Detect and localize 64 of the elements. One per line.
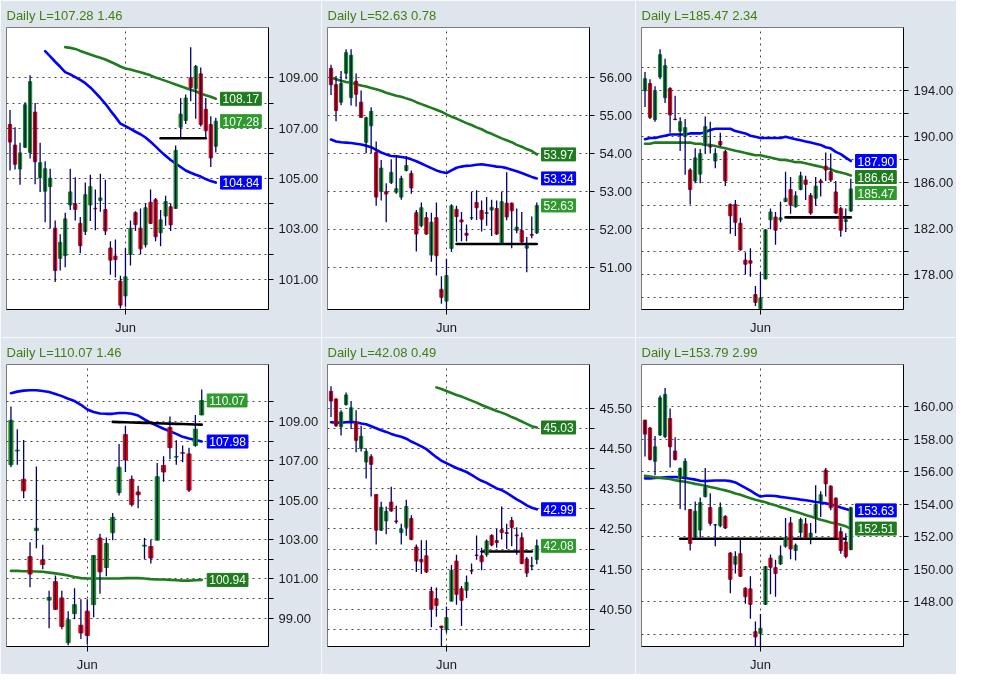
y-tick-label: 178.00 [913,267,954,283]
y-tick-label: 160.00 [913,399,954,415]
y-tick-label: 101.00 [278,571,319,587]
y-tick-label: 190.00 [913,129,954,145]
y-tick-label: 194.00 [913,83,954,99]
y-tick-label: 148.00 [913,594,954,610]
y-tick-label: 41.50 [599,561,633,577]
y-tick-label: 109.00 [278,413,319,429]
text: 110.07 [209,393,246,408]
data-label: 153.63 [857,503,895,518]
y-tick-label: 43.50 [599,481,633,497]
y-tick-label: 105.00 [278,171,319,187]
y-tick-label: 152.00 [913,529,954,545]
x-tick-label: Jun [76,656,98,672]
y-tick-label: 107.00 [278,453,319,469]
y-tick-label: 109.00 [278,70,319,86]
data-label: 42.99 [543,502,574,517]
chart-title: Daily L=52.63 0.78 [327,7,437,23]
data-label: 186.64 [857,170,895,185]
y-tick-label: 45.50 [599,401,633,417]
x-tick-label: Jun [749,319,771,335]
y-tick-label: 56.00 [599,69,633,85]
data-label: 53.34 [543,171,574,186]
text: 42.08 [543,539,574,554]
y-tick-label: 101.00 [278,271,319,287]
y-tick-label: 52.00 [599,221,633,237]
y-tick-label: 107.00 [278,120,319,136]
text: 185.47 [857,186,895,201]
y-tick-label: 51.00 [599,260,633,276]
chart-title: Daily L=42.08 0.49 [327,344,437,360]
text: 107.28 [222,114,260,129]
y-tick-label: 158.00 [913,431,954,447]
text: 52.63 [543,198,574,213]
y-tick-label: 54.00 [599,145,633,161]
y-tick-label: 182.00 [913,221,954,237]
x-tick-label: Jun [435,319,457,335]
y-tick-label: 40.50 [599,601,633,617]
data-label: 107.98 [209,435,247,450]
data-label: 152.51 [857,522,895,537]
y-tick-label: 55.00 [599,107,633,123]
chart-title: Daily L=107.28 1.46 [6,7,123,23]
y-tick-label: 53.00 [599,183,633,199]
data-label: 100.94 [209,573,247,588]
y-tick-label: 103.00 [278,531,319,547]
chart-title: Daily L=153.79 2.99 [641,344,758,360]
y-tick-label: 103.00 [278,221,319,237]
data-label: 45.03 [543,420,574,435]
data-label: 53.97 [543,147,574,162]
y-tick-label: 105.00 [278,492,319,508]
y-tick-label: 156.00 [913,464,954,480]
data-label: 187.90 [857,154,895,169]
x-tick-label: Jun [114,319,136,335]
y-tick-label: 154.00 [913,496,954,512]
data-label: 104.84 [222,176,260,191]
y-tick-label: 186.00 [913,175,954,191]
y-tick-label: 99.00 [278,610,312,626]
x-tick-label: Jun [749,656,771,672]
y-tick-label: 150.00 [913,561,954,577]
y-tick-label: 44.50 [599,441,633,457]
data-label: 108.17 [222,92,260,107]
y-tick-label: 42.50 [599,521,633,537]
chart-title: Daily L=110.07 1.46 [6,344,122,360]
chart-title: Daily L=185.47 2.34 [641,7,758,23]
x-tick-label: Jun [435,656,457,672]
